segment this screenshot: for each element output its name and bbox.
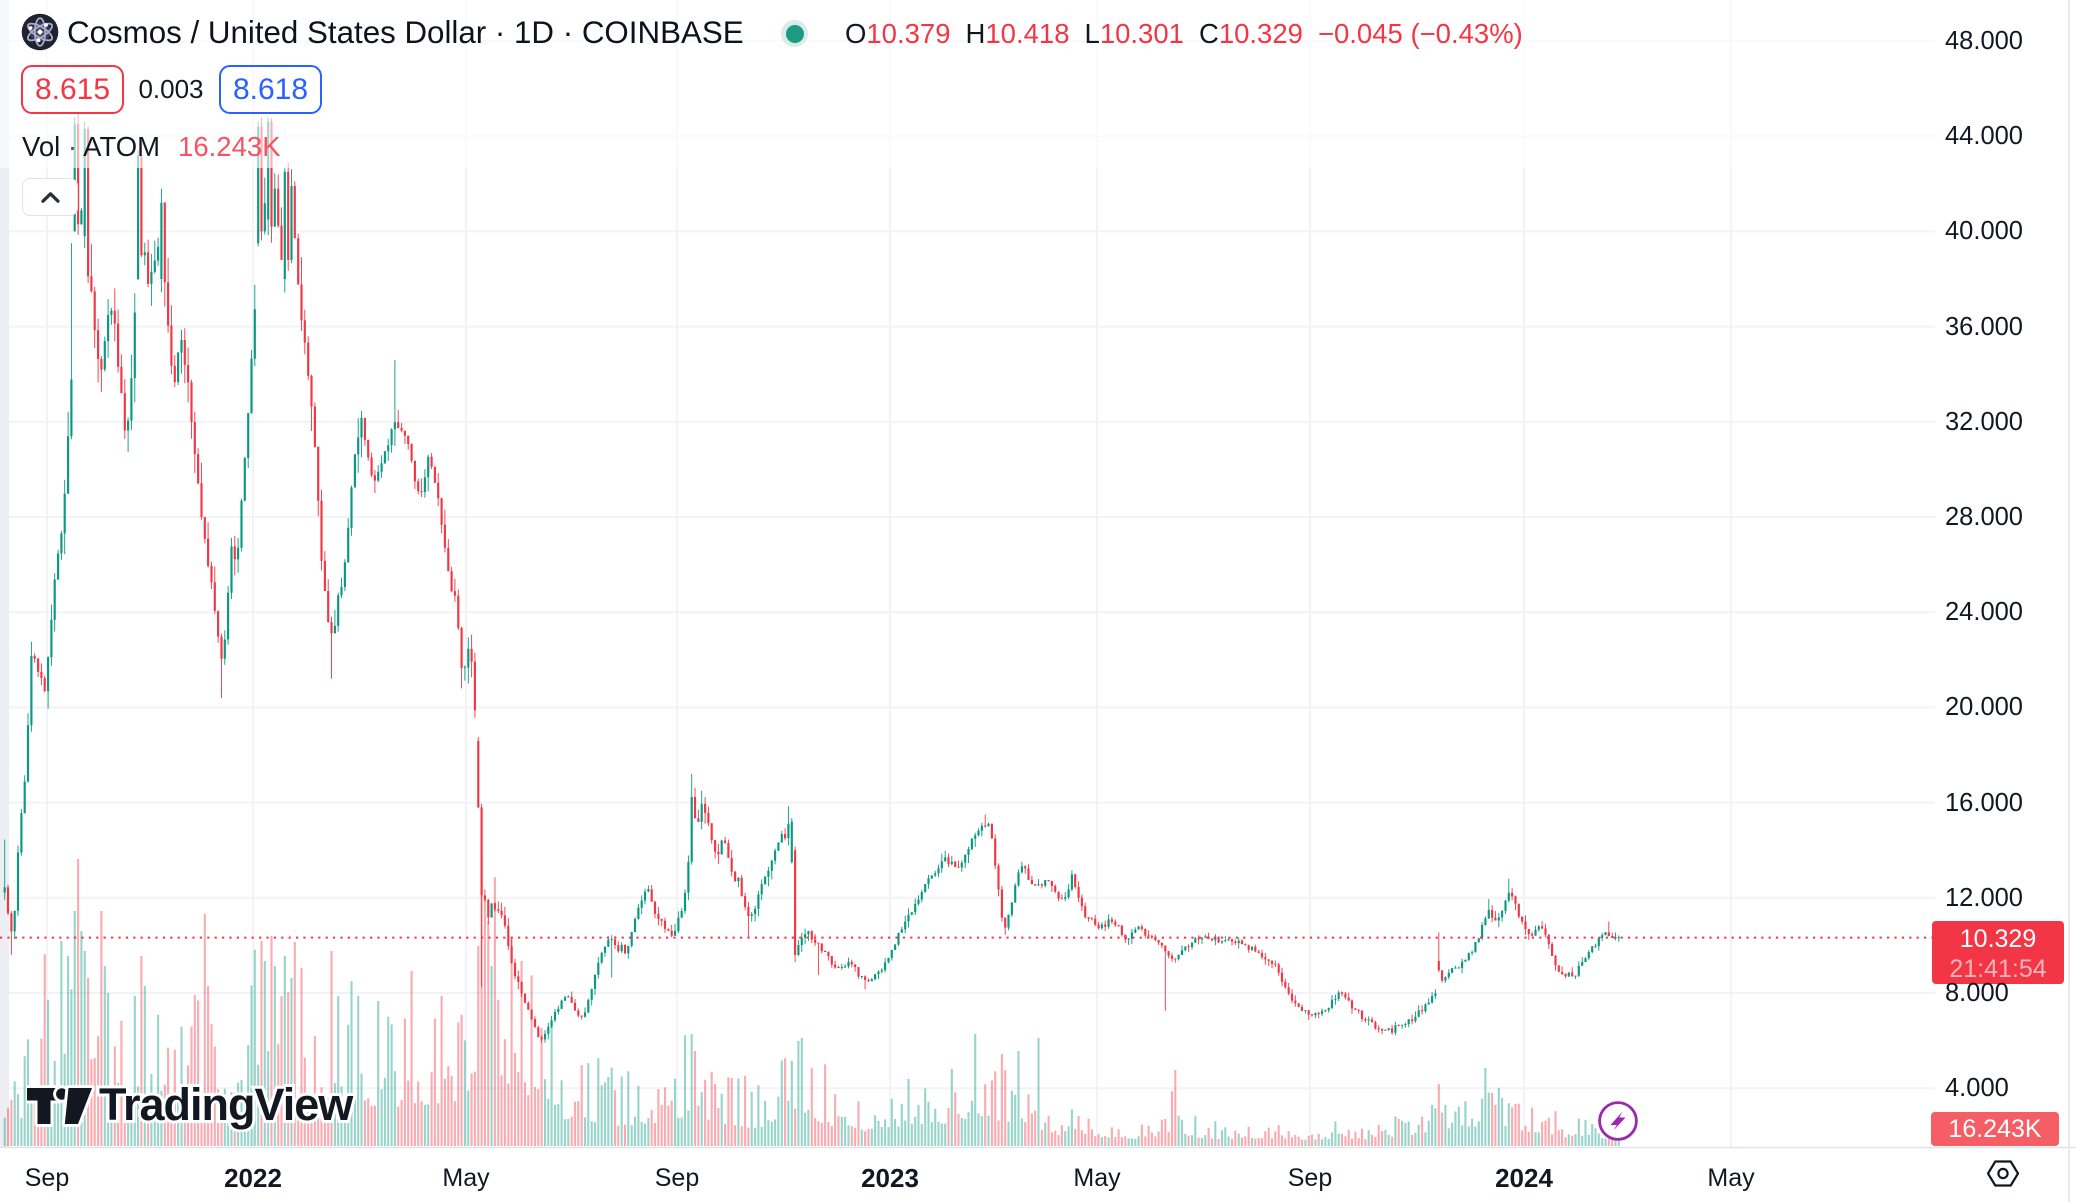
svg-text:TradingView: TradingView <box>99 1080 354 1130</box>
